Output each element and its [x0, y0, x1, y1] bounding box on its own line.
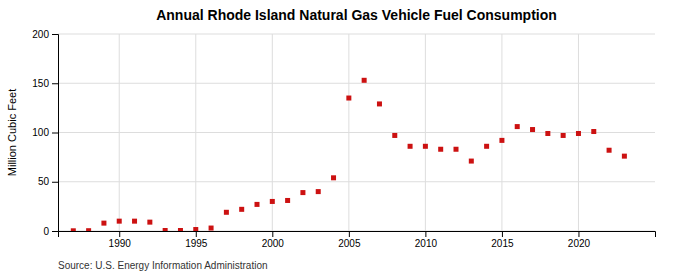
point [469, 159, 474, 164]
y-tick: 0 [43, 226, 58, 237]
x-tick-mark [272, 231, 273, 237]
point [224, 210, 229, 215]
point [561, 133, 566, 138]
point [515, 124, 520, 129]
point [117, 219, 122, 224]
point [607, 148, 612, 153]
x-tick-label: 1995 [185, 238, 208, 249]
x-tick: 1995 [185, 231, 208, 249]
point [346, 96, 351, 101]
point [591, 129, 596, 134]
y-grid-line [58, 83, 655, 84]
x-tick-label: 2015 [491, 238, 514, 249]
y-axis-line [52, 35, 59, 232]
point [622, 154, 627, 159]
y-grid-line [58, 34, 655, 35]
chart: 1990 1995 2000 2005 2010 2015 2020 0 50 100 150 200… [0, 0, 675, 275]
x-tick-label: 2000 [262, 238, 285, 249]
point [499, 138, 504, 143]
point [423, 144, 428, 149]
point [193, 227, 198, 231]
x-tick: 2020 [568, 231, 591, 249]
x-grid-line [195, 34, 196, 231]
point [300, 190, 305, 195]
y-tick-label: 200 [32, 29, 49, 40]
point [101, 221, 106, 226]
point [132, 219, 137, 224]
x-tick-label: 2020 [568, 238, 591, 249]
x-tick: 2000 [262, 231, 285, 249]
point [86, 228, 91, 231]
x-tick-mark [502, 231, 503, 237]
y-grid-line [58, 181, 655, 182]
x-tick-mark [578, 231, 579, 237]
y-tick-label: 150 [32, 78, 49, 89]
y-tick-mark [52, 34, 58, 35]
x-tick: 2005 [338, 231, 361, 249]
x-grid-line [119, 34, 120, 231]
point [454, 147, 459, 152]
x-tick: 1990 [109, 231, 132, 249]
point [530, 127, 535, 132]
y-tick: 150 [32, 78, 58, 89]
x-grid-line [348, 34, 349, 231]
y-tick-mark [52, 182, 58, 183]
point [178, 228, 183, 231]
x-axis: 1990 1995 2000 2005 2010 2015 2020 [59, 231, 656, 249]
point [438, 147, 443, 152]
x-tick-label: 2010 [415, 238, 438, 249]
y-tick-label: 100 [32, 127, 49, 138]
point [71, 228, 76, 231]
y-tick-label: 0 [43, 226, 49, 237]
y-tick-label: 50 [38, 176, 50, 187]
points [71, 78, 627, 231]
y-tick-mark [52, 231, 58, 232]
point [331, 175, 336, 180]
x-tick-label: 2005 [338, 238, 361, 249]
y-tick-mark [52, 133, 58, 134]
point [163, 228, 168, 231]
point [147, 220, 152, 225]
point [316, 189, 321, 194]
point [545, 131, 550, 136]
y-tick-mark [52, 83, 58, 84]
point [576, 131, 581, 136]
x-tick-mark [196, 231, 197, 237]
point [255, 202, 260, 207]
source: Source: U.S. Energy Information Administ… [58, 260, 268, 271]
y-axis-label: Million Cubic Feet [6, 89, 18, 176]
x-tick: 2010 [415, 231, 438, 249]
grid [58, 34, 655, 231]
x-tick-mark [425, 231, 426, 237]
x-axis-line [59, 232, 656, 238]
point [362, 78, 367, 83]
point [408, 144, 413, 149]
x-tick: 2015 [491, 231, 514, 249]
y-tick: 200 [32, 29, 58, 40]
y-tick: 50 [38, 176, 58, 187]
x-tick-mark [119, 231, 120, 237]
y-tick: 100 [32, 127, 58, 138]
x-tick-label: 1990 [109, 238, 132, 249]
title: Annual Rhode Island Natural Gas Vehicle … [156, 7, 557, 23]
point [392, 133, 397, 138]
y-grid-line [58, 132, 655, 133]
y-axis: 0 50 100 150 200 [32, 29, 58, 237]
point [285, 198, 290, 203]
x-tick-mark [349, 231, 350, 237]
point [484, 144, 489, 149]
point [239, 207, 244, 212]
x-grid-line [501, 34, 502, 231]
x-grid-line [425, 34, 426, 231]
point [209, 226, 214, 231]
point [270, 199, 275, 204]
point [377, 101, 382, 106]
